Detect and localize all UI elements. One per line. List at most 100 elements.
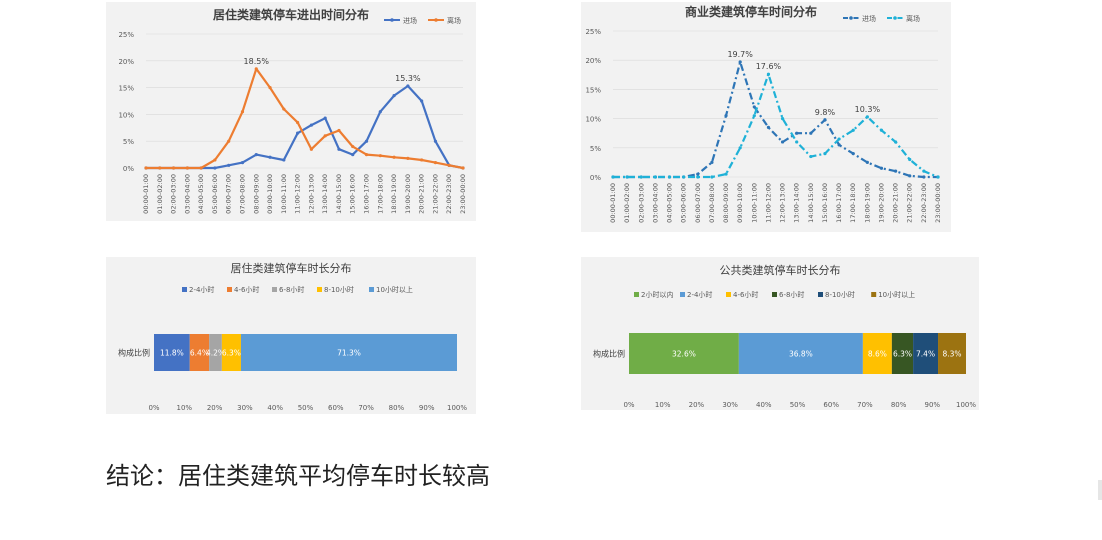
x-tick-label: 70%: [857, 401, 873, 409]
data-point: [296, 120, 300, 125]
segment-label: 36.8%: [789, 350, 813, 359]
data-point: [433, 139, 438, 143]
data-point: [433, 161, 438, 165]
y-tick-label: 5%: [123, 138, 134, 146]
data-point: [894, 140, 898, 144]
data-point: [240, 161, 245, 165]
legend-label: 10小时以上: [376, 285, 413, 294]
data-point: [936, 175, 940, 179]
data-point: [420, 158, 424, 162]
x-tick-label: 01:00-02:00: [156, 174, 164, 214]
legend-label: 6-8小时: [779, 290, 804, 299]
data-point: [611, 175, 615, 179]
x-tick-label: 80%: [891, 401, 907, 409]
segment-label: 7.4%: [916, 350, 935, 359]
data-point: [625, 175, 629, 179]
data-label: 9.8%: [815, 108, 836, 117]
x-tick-label: 05:00-06:00: [680, 183, 688, 223]
bar-segment: [738, 333, 863, 374]
data-point: [710, 175, 714, 179]
data-point: [213, 158, 217, 162]
x-tick-label: 23:00-00:00: [934, 183, 942, 223]
x-tick-label: 07:00-08:00: [238, 174, 246, 214]
public-duration-chart-svg: 公共类建筑停车时长分布 2小时以内 2-4小时 4-6小时 6-8小时 8-10小时 10小…: [593, 263, 976, 409]
x-tick-label: 04:00-05:00: [666, 183, 674, 223]
x-tick-label: 100%: [956, 401, 976, 409]
data-point: [447, 163, 451, 167]
data-point: [392, 94, 396, 98]
x-tick-label: 05:00-06:00: [211, 174, 219, 214]
segment-label: 4.2%: [206, 349, 225, 358]
segment-label: 6.3%: [222, 349, 241, 358]
data-point: [213, 166, 217, 170]
segment-label: 11.8%: [160, 349, 184, 358]
legend-swatch: [272, 287, 277, 292]
data-point: [378, 110, 382, 114]
x-tick-label: 12:00-13:00: [779, 183, 787, 223]
data-point: [724, 114, 728, 118]
data-point: [894, 169, 898, 173]
data-point: [420, 99, 424, 103]
series-line: [613, 60, 938, 179]
data-point: [809, 131, 813, 135]
chart-title: 居住类建筑停车时长分布: [231, 261, 352, 275]
chart-title: 居住类建筑停车进出时间分布: [213, 7, 369, 22]
edge-marker: [1098, 480, 1102, 500]
legend-marker: [390, 18, 394, 22]
data-point: [227, 139, 231, 143]
data-point: [351, 153, 355, 157]
data-point: [337, 147, 341, 151]
bar-segment: [891, 333, 914, 374]
data-point: [682, 175, 686, 179]
legend-swatch: [634, 292, 639, 297]
data-point: [378, 154, 382, 158]
x-tick-label: 01:00-02:00: [623, 183, 631, 223]
legend-swatch: [680, 292, 685, 297]
x-tick-label: 10%: [655, 401, 671, 409]
x-tick-label: 22:00-23:00: [920, 183, 928, 223]
x-tick-label: 60%: [328, 404, 344, 412]
data-point: [392, 155, 396, 159]
data-point: [865, 115, 869, 119]
data-point: [171, 166, 176, 170]
data-point: [461, 166, 465, 170]
x-tick-label: 14:00-15:00: [807, 183, 815, 223]
data-point: [696, 172, 700, 176]
data-point: [851, 152, 855, 156]
x-tick-label: 03:00-04:00: [183, 174, 191, 214]
x-tick-label: 06:00-07:00: [694, 183, 702, 223]
data-point: [323, 116, 327, 120]
residential-time-chart-svg: 居住类建筑停车进出时间分布 0% 5% 10% 15% 20% 25% 00:00-01:00…: [118, 7, 467, 214]
y-tick-label: 20%: [118, 58, 134, 66]
segment-label: 6.3%: [893, 350, 912, 359]
x-tick-label: 21:00-22:00: [906, 183, 914, 223]
legend-swatch: [871, 292, 877, 297]
data-point: [254, 67, 258, 71]
bar-segment: [913, 333, 939, 374]
data-point: [199, 166, 203, 170]
bar-segment: [629, 333, 739, 374]
x-tick-label: 10:00-11:00: [280, 174, 288, 214]
legend-swatch: [227, 287, 232, 292]
x-tick-label: 10%: [177, 404, 193, 412]
residential-duration-chart: 居住类建筑停车时长分布 2-4小时 4-6小时 6-8小时 8-10小时 10小时以上 构成…: [106, 257, 476, 414]
x-tick-label: 00:00-01:00: [609, 183, 617, 223]
x-tick-label: 30%: [237, 404, 253, 412]
x-tick-label: 15:00-16:00: [821, 183, 829, 223]
data-point: [851, 128, 855, 132]
data-point: [795, 131, 799, 135]
bar-segment: [240, 334, 457, 371]
x-tick-label: 10:00-11:00: [750, 183, 758, 223]
x-tick-label: 80%: [389, 404, 405, 412]
data-point: [309, 123, 313, 127]
legend-swatch: [772, 292, 777, 297]
data-label: 19.7%: [727, 50, 753, 59]
x-tick-label: 04:00-05:00: [197, 174, 205, 214]
legend-swatch: [317, 287, 322, 292]
legend-label: 6-8小时: [279, 285, 304, 294]
legend-swatch: [726, 292, 731, 297]
commercial-time-chart-svg: 商业类建筑停车时间分布 0% 5% 10% 15% 20% 25% 00:00-01:00 01…: [585, 4, 942, 223]
x-tick-label: 20:00-21:00: [892, 183, 900, 223]
x-tick-label: 90%: [925, 401, 941, 409]
data-point: [780, 117, 785, 121]
